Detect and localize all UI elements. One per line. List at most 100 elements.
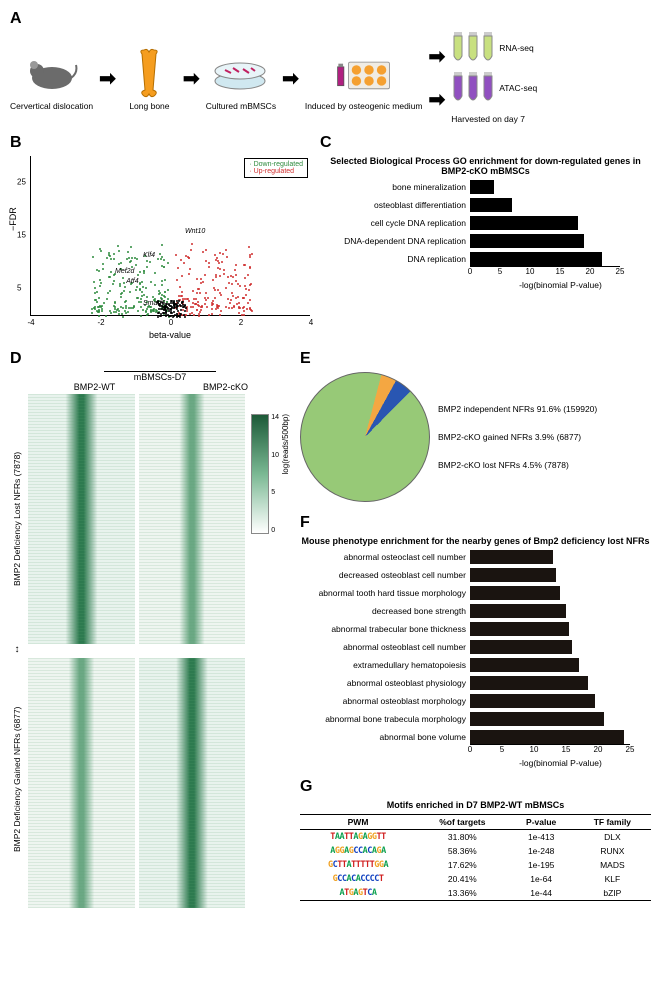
heatmap-track-cko [139, 394, 246, 908]
hbar-bar [470, 640, 572, 654]
x-tick: -4 [27, 318, 34, 327]
volcano-point [158, 312, 160, 314]
volcano-point [161, 256, 163, 258]
gene-label: Atf4 [126, 278, 138, 285]
x-tick: -2 [97, 318, 104, 327]
heatmap-col1: BMP2-cKO [161, 382, 290, 392]
volcano-point [211, 308, 213, 310]
volcano-point [219, 268, 221, 270]
motif-row: GCCACACCCCT20.41%1e-64KLF [300, 872, 651, 886]
volcano-point [184, 310, 186, 312]
volcano-point [197, 301, 199, 303]
volcano-point [163, 266, 165, 268]
hbar-bar [470, 694, 595, 708]
volcano-point [248, 289, 250, 291]
volcano-point [219, 252, 221, 254]
volcano-point [196, 292, 198, 294]
volcano-point [205, 299, 207, 301]
volcano-point [142, 286, 144, 288]
hbar-bar [470, 676, 588, 690]
heatmap-ylabels: BMP2 Deficiency Lost NFRs (7878) ↕ BMP2 … [10, 394, 24, 908]
volcano-point [170, 315, 172, 317]
volcano-point [121, 313, 123, 315]
harvest-label: Harvested on day 7 [451, 114, 537, 124]
heatmap-colorbar-group: 14 10 5 0 log(reads/500bp) [245, 414, 290, 908]
volcano-point [119, 285, 121, 287]
x-tick: 2 [239, 318, 243, 327]
row-defg: D mBMSCs-D7 BMP2-WT BMP2-cKO BMP2 Defici… [10, 350, 651, 908]
y-tick: 15 [17, 231, 26, 240]
volcano-point [179, 313, 181, 315]
volcano-point [188, 300, 190, 302]
volcano-point [223, 269, 225, 271]
volcano-point [123, 290, 125, 292]
panel-g-title: Motifs enriched in D7 BMP2-WT mBMSCs [300, 800, 651, 810]
volcano-point [167, 262, 169, 264]
atac-seq-label: ATAC-seq [499, 83, 537, 93]
volcano-point [106, 257, 108, 259]
volcano-point [193, 298, 195, 300]
volcano-point [146, 260, 148, 262]
motif-pval: 1e-248 [509, 844, 574, 858]
heatmap-tracks [24, 394, 245, 908]
volcano-point [109, 276, 111, 278]
volcano-point [167, 289, 169, 291]
colorbar-labels: 14 10 5 0 [271, 414, 279, 534]
volcano-point [143, 272, 145, 274]
volcano-point [136, 258, 138, 260]
volcano-point [232, 295, 234, 297]
tube-icon [451, 32, 465, 64]
volcano-point [244, 285, 246, 287]
wf-step-bone: Long bone [122, 46, 177, 111]
volcano-point [113, 305, 115, 307]
hbar-row: DNA-dependent DNA replication [320, 234, 651, 248]
heatmap-block [28, 394, 135, 644]
volcano-point [146, 296, 148, 298]
volcano-point [215, 276, 217, 278]
motif-pval: 1e-413 [509, 830, 574, 845]
motif-family: RUNX [574, 844, 651, 858]
tube-icon [481, 32, 495, 64]
volcano-point [227, 276, 229, 278]
panel-c-label: C [320, 134, 651, 152]
volcano-point [91, 312, 93, 314]
bar-chart-c-axis: 0510152025 [470, 266, 620, 280]
volcano-point [135, 264, 137, 266]
heatmap-block [139, 658, 246, 908]
volcano-point [226, 256, 228, 258]
arrow-icon: ➡ [99, 66, 116, 91]
hbar-label: bone mineralization [320, 182, 470, 192]
volcano-point [162, 308, 164, 310]
hbar-axis-tick: 20 [586, 267, 595, 276]
volcano-point [137, 297, 139, 299]
panel-a: A Cervertical dislocation ➡ Long bone ➡ [10, 10, 651, 124]
volcano-point [164, 291, 166, 293]
volcano-point [205, 292, 207, 294]
volcano-point [181, 295, 183, 297]
panel-c-title: Selected Biological Process GO enrichmen… [320, 156, 651, 176]
volcano-point [220, 310, 222, 312]
motif-pct: 20.41% [416, 872, 509, 886]
bar-chart-c-axis-label: -log(binomial P-value) [470, 280, 651, 290]
volcano-point [207, 297, 209, 299]
volcano-point [120, 296, 122, 298]
volcano-point [164, 296, 166, 298]
motif-pct: 58.36% [416, 844, 509, 858]
volcano-point [115, 311, 117, 313]
hbar-row: abnormal tooth hard tissue morphology [300, 586, 651, 600]
hbar-axis-tick: 25 [616, 267, 625, 276]
hbar-label: osteoblast differentiation [320, 200, 470, 210]
volcano-point [192, 290, 194, 292]
volcano-point [113, 253, 115, 255]
volcano-point [230, 299, 232, 301]
legend-up: Up-regulated [254, 168, 294, 175]
volcano-point [130, 246, 132, 248]
motif-pct: 31.80% [416, 830, 509, 845]
volcano-point [231, 292, 233, 294]
volcano-point [118, 313, 120, 315]
volcano-point [217, 289, 219, 291]
volcano-point [128, 307, 130, 309]
hbar-axis-tick: 0 [468, 745, 472, 754]
volcano-point [212, 279, 214, 281]
hbar-row: abnormal osteoblast cell number [300, 640, 651, 654]
